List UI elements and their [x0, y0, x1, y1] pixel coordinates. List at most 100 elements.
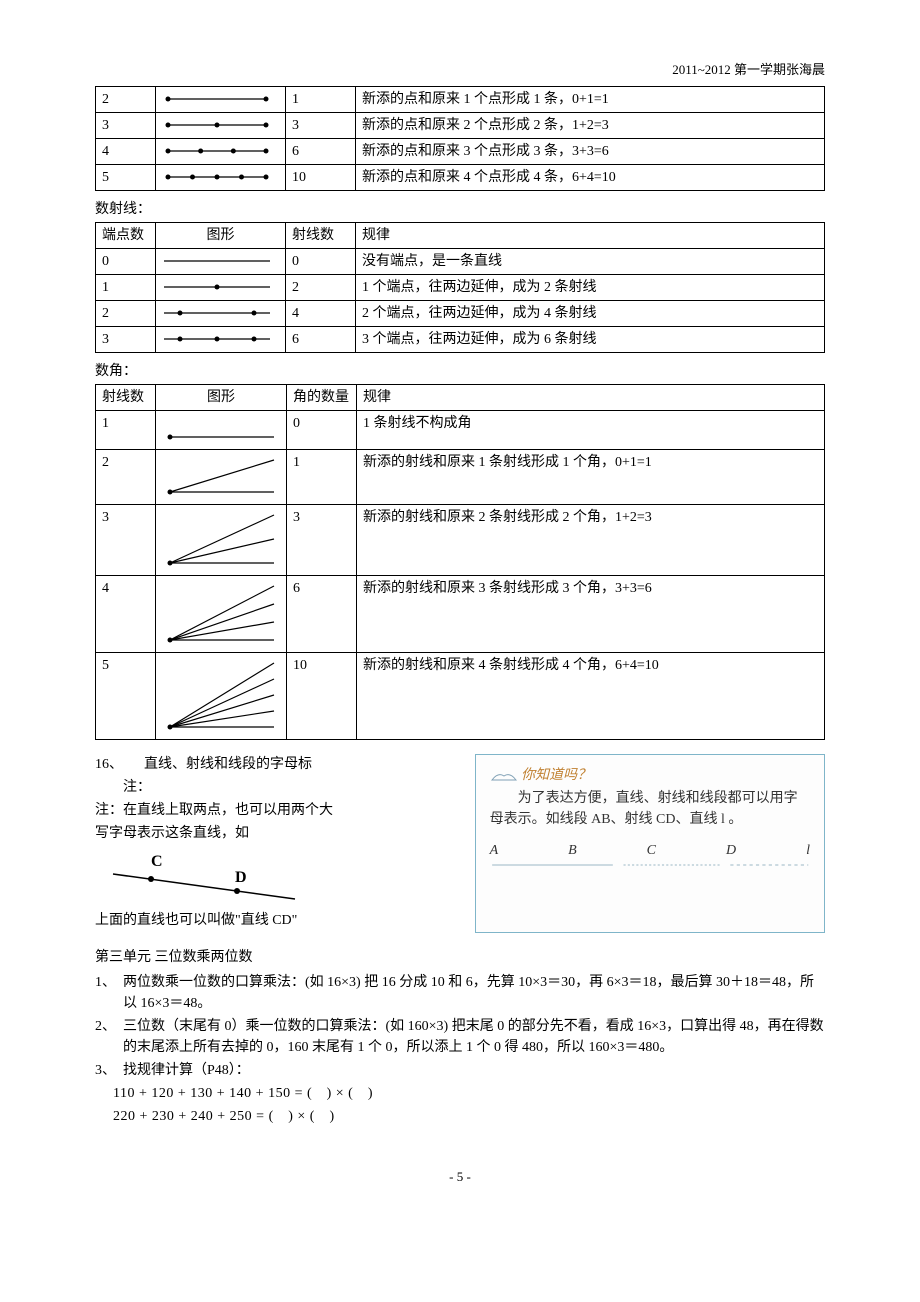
callout-body: 为了表达方便，直线、射线和线段都可以用字母表示。如线段 AB、射线 CD、直线 …: [490, 788, 810, 830]
cell-figure: [156, 164, 286, 190]
list-item: 2、三位数（末尾有 0）乘一位数的口算乘法：(如 160×3) 把末尾 0 的部…: [95, 1016, 825, 1058]
callout-title: 你知道吗？: [490, 765, 810, 786]
cell-rule: 新添的点和原来 3 个点形成 3 条，3+3=6: [356, 138, 825, 164]
equation-2: 220 + 230 + 240 + 250 = ( ) × ( ): [113, 1106, 825, 1127]
item-number: 2、: [95, 1016, 123, 1058]
line-cd-figure: C D: [105, 852, 463, 904]
cell-figure: [156, 112, 286, 138]
header-cell: 图形: [156, 222, 286, 248]
cell-rule: 1 个端点，往两边延伸，成为 2 条射线: [356, 274, 825, 300]
cell-rule: 2 个端点，往两边延伸，成为 4 条射线: [356, 300, 825, 326]
cell-ray-count: 2: [96, 449, 156, 504]
table-row: 1 0 1 条射线不构成角: [96, 410, 825, 449]
cell-segments: 1: [286, 86, 356, 112]
header-cell: 规律: [356, 222, 825, 248]
equation-1: 110 + 120 + 130 + 140 + 150 = ( ) × ( ): [113, 1083, 825, 1104]
cell-rule: 新添的点和原来 1 个点形成 1 条，0+1=1: [356, 86, 825, 112]
list-item: 3、找规律计算（P48）：: [95, 1060, 825, 1081]
page-header: 2011~2012 第一学期张海晨: [95, 60, 825, 80]
cell-ray-count: 4: [96, 575, 156, 652]
cell-figure: [156, 274, 286, 300]
cell-rule: 新添的点和原来 2 个点形成 2 条，1+2=3: [356, 112, 825, 138]
item16-line2: 注：在直线上取两点，也可以用两个大: [95, 800, 463, 821]
cell-rays: 6: [286, 326, 356, 352]
table-row: 2 4 2 个端点，往两边延伸，成为 4 条射线: [96, 300, 825, 326]
table-row: 1 2 1 个端点，往两边延伸，成为 2 条射线: [96, 274, 825, 300]
cell-rays: 0: [286, 248, 356, 274]
callout-letters: A B C D l: [490, 840, 810, 861]
header-cell: 射线数: [96, 384, 156, 410]
header-cell: 端点数: [96, 222, 156, 248]
item16-line3: 写字母表示这条直线，如: [95, 823, 463, 844]
item-number: 3、: [95, 1060, 123, 1081]
label-rays: 数射线：: [95, 199, 825, 220]
cell-endpoints: 1: [96, 274, 156, 300]
cell-ray-count: 5: [96, 652, 156, 739]
item16-line1: 16、 直线、射线和线段的字母标: [95, 754, 463, 775]
cell-figure: [156, 410, 287, 449]
cell-count: 3: [96, 112, 156, 138]
cell-angles: 1: [287, 449, 357, 504]
cell-rule: 新添的射线和原来 4 条射线形成 4 个角，6+4=10: [357, 652, 825, 739]
cell-rule: 1 条射线不构成角: [357, 410, 825, 449]
cell-rule: 新添的射线和原来 1 条射线形成 1 个角，0+1=1: [357, 449, 825, 504]
callout-box: 你知道吗？ 为了表达方便，直线、射线和线段都可以用字母表示。如线段 AB、射线 …: [475, 754, 825, 933]
cell-count: 5: [96, 164, 156, 190]
cell-rule: 新添的射线和原来 2 条射线形成 2 个角，1+2=3: [357, 504, 825, 575]
cell-rule: 新添的射线和原来 3 条射线形成 3 个角，3+3=6: [357, 575, 825, 652]
cell-figure: [156, 449, 287, 504]
table-row: 4 6 新添的点和原来 3 个点形成 3 条，3+3=6: [96, 138, 825, 164]
header-cell: 图形: [156, 384, 287, 410]
header-cell: 角的数量: [287, 384, 357, 410]
cell-count: 2: [96, 86, 156, 112]
table-header-row: 端点数图形射线数规律: [96, 222, 825, 248]
cell-figure: [156, 652, 287, 739]
table-row: 5 10 新添的射线和原来 4 条射线形成 4 个角，6+4=10: [96, 652, 825, 739]
unit3-title: 第三单元 三位数乘两位数: [95, 947, 825, 968]
cell-figure: [156, 248, 286, 274]
callout-lines-icon: [490, 861, 810, 869]
item-text: 找规律计算（P48）：: [123, 1060, 825, 1081]
cell-rays: 4: [286, 300, 356, 326]
cell-angles: 3: [287, 504, 357, 575]
cell-ray-count: 3: [96, 504, 156, 575]
table-row: 5 10 新添的点和原来 4 个点形成 4 条，6+4=10: [96, 164, 825, 190]
list-item: 1、两位数乘一位数的口算乘法：(如 16×3) 把 16 分成 10 和 6，先…: [95, 972, 825, 1014]
cell-figure: [156, 504, 287, 575]
label-angles: 数角：: [95, 361, 825, 382]
item16-line1b: 注：: [95, 777, 463, 798]
table-row: 3 3 新添的点和原来 2 个点形成 2 条，1+2=3: [96, 112, 825, 138]
cell-segments: 10: [286, 164, 356, 190]
table-row: 3 3 新添的射线和原来 2 条射线形成 2 个角，1+2=3: [96, 504, 825, 575]
cell-figure: [156, 138, 286, 164]
table-row: 2 1 新添的射线和原来 1 条射线形成 1 个角，0+1=1: [96, 449, 825, 504]
header-cell: 规律: [357, 384, 825, 410]
item-number: 1、: [95, 972, 123, 1014]
table-angles: 射线数图形角的数量规律1 0 1 条射线不构成角2 1 新添的射线和原来 1 条…: [95, 384, 825, 740]
cell-segments: 3: [286, 112, 356, 138]
item-text: 两位数乘一位数的口算乘法：(如 16×3) 把 16 分成 10 和 6，先算 …: [123, 972, 825, 1014]
item16-line4: 上面的直线也可以叫做"直线 CD": [95, 910, 463, 931]
cell-figure: [156, 575, 287, 652]
header-cell: 射线数: [286, 222, 356, 248]
page-footer: - 5 -: [95, 1167, 825, 1187]
item-text: 三位数（末尾有 0）乘一位数的口算乘法：(如 160×3) 把末尾 0 的部分先…: [123, 1016, 825, 1058]
table-row: 0 0 没有端点，是一条直线: [96, 248, 825, 274]
cell-count: 4: [96, 138, 156, 164]
cell-figure: [156, 86, 286, 112]
table-row: 3 6 3 个端点，往两边延伸，成为 6 条射线: [96, 326, 825, 352]
table-segments: 2 1 新添的点和原来 1 个点形成 1 条，0+1=13 3 新添的点和原来 …: [95, 86, 825, 191]
cell-rays: 2: [286, 274, 356, 300]
table-header-row: 射线数图形角的数量规律: [96, 384, 825, 410]
table-row: 2 1 新添的点和原来 1 个点形成 1 条，0+1=1: [96, 86, 825, 112]
cell-angles: 10: [287, 652, 357, 739]
label-d: D: [235, 869, 247, 886]
table-row: 4 6 新添的射线和原来 3 条射线形成 3 个角，3+3=6: [96, 575, 825, 652]
label-c: C: [151, 853, 163, 870]
cell-rule: 没有端点，是一条直线: [356, 248, 825, 274]
cell-figure: [156, 300, 286, 326]
cell-figure: [156, 326, 286, 352]
cell-endpoints: 2: [96, 300, 156, 326]
table-rays: 端点数图形射线数规律0 0 没有端点，是一条直线1 2 1 个端点，往两边延伸，…: [95, 222, 825, 353]
cell-endpoints: 3: [96, 326, 156, 352]
